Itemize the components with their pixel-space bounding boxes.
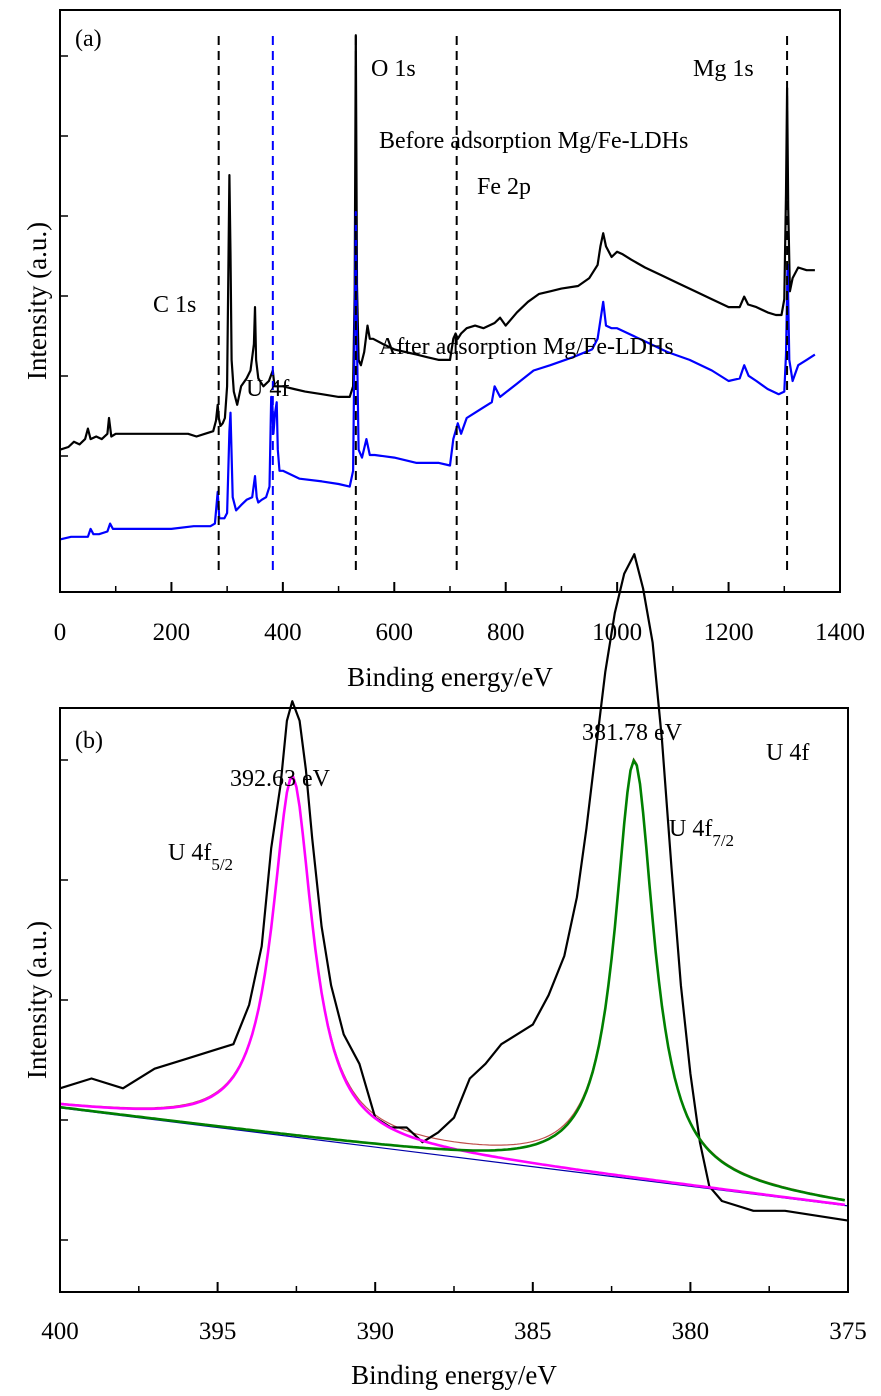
panel-a-x-axis-label: Binding energy/eV	[347, 662, 553, 692]
panel-a-label: (a)	[75, 26, 102, 52]
x-tick-label-a: 600	[376, 619, 414, 646]
x-tick-label-b: 390	[356, 1318, 394, 1345]
annotation-o1s: O 1s	[371, 56, 416, 82]
annotation-u4f52: U 4f5/2	[168, 840, 233, 874]
annotation-peak-392: 392.63 eV	[230, 766, 331, 792]
x-tick-label-a: 200	[153, 619, 191, 646]
x-tick-label-a: 1400	[815, 619, 865, 646]
annotation-peak-381: 381.78 eV	[582, 720, 683, 746]
x-tick-label-b: 400	[41, 1318, 79, 1345]
raw-spectrum-line	[59, 553, 849, 1222]
annotation-after-adsorption: After adsorption Mg/Fe-LDHs	[379, 334, 674, 360]
panel-b-x-ticks: 400 395 390 385 380 375	[41, 759, 867, 1345]
x-tick-label-a: 800	[487, 619, 525, 646]
x-tick-label-a: 400	[264, 619, 302, 646]
annotation-u4f52-base: U 4f	[168, 840, 211, 866]
annotation-fe2p: Fe 2p	[477, 174, 531, 200]
annotation-u4f-b: U 4f	[766, 740, 809, 766]
panel-a: 0 200 400 600 800 1000 1200 1400 (a) O 1s Mg 1s…	[22, 9, 865, 692]
series-line-before-adsorption	[59, 34, 815, 451]
fit-envelope	[59, 757, 845, 1201]
panel-b-x-axis-label: Binding energy/eV	[351, 1360, 557, 1390]
annotation-u4f72-base: U 4f	[669, 816, 712, 842]
annotation-u4f72-subscript: 7/2	[712, 831, 734, 850]
x-tick-label-b: 385	[514, 1318, 552, 1345]
annotation-before-adsorption: Before adsorption Mg/Fe-LDHs	[379, 128, 688, 154]
x-tick-label-a: 0	[54, 619, 67, 646]
panel-a-reference-lines	[217, 36, 789, 572]
panel-a-series-group	[59, 34, 816, 541]
x-tick-label-b: 375	[829, 1318, 867, 1345]
x-tick-label-a: 1200	[704, 619, 754, 646]
panel-b: 400 395 390 385 380 375 (b) 381.78 eV 392.63 …	[22, 553, 867, 1390]
annotation-u4f52-subscript: 5/2	[211, 855, 233, 874]
annotation-u4f-a: U 4f	[246, 376, 289, 402]
panel-a-x-ticks: 0 200 400 600 800 1000 1200 1400	[54, 55, 865, 646]
x-tick-label-b: 395	[199, 1318, 237, 1345]
panel-b-label: (b)	[75, 728, 103, 754]
panel-b-y-axis-label: Intensity (a.u.)	[22, 921, 52, 1079]
annotation-c1s: C 1s	[153, 292, 196, 318]
x-tick-label-a: 1000	[592, 619, 642, 646]
series-line-after-adsorption	[59, 211, 816, 541]
annotation-u4f72: U 4f7/2	[669, 816, 734, 850]
annotation-mg1s: Mg 1s	[693, 56, 754, 82]
panel-a-y-axis-label: Intensity (a.u.)	[22, 222, 52, 380]
x-tick-label-b: 380	[672, 1318, 710, 1345]
panel-b-series-group	[59, 553, 849, 1222]
fit-peak-u4f72	[59, 757, 846, 1202]
